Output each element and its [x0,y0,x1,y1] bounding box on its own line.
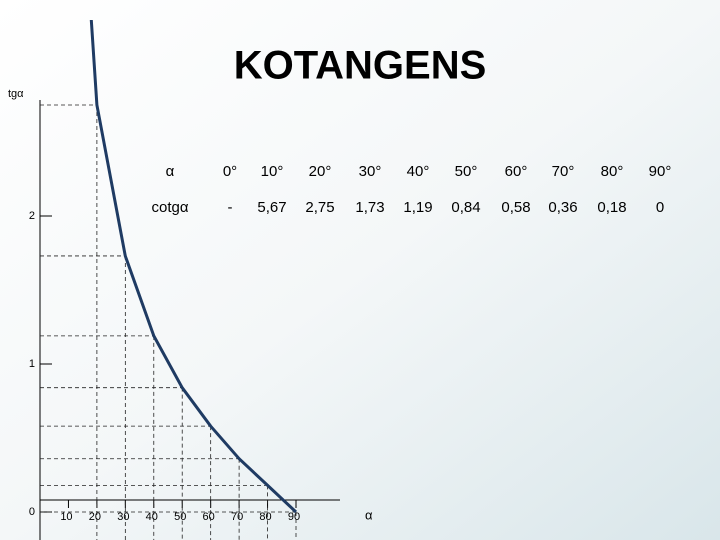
x-tick-label: 10 [60,511,72,523]
table-header-cell: 50° [455,163,478,180]
table-header-cell: 40° [407,163,430,180]
value-table: α 0° 10° 20° 30° 40° 50° 60° 70° 80° 90° cotgα - 5,67… [151,163,671,216]
table-cell: 0,36 [548,199,577,216]
table-cell: 0,84 [451,199,480,216]
table-header-cell: 20° [309,163,332,180]
table-cell: 5,67 [257,199,286,216]
x-tick-label: 60 [203,511,215,523]
y-tick-label: 2 [29,210,35,222]
y-tick-label: 0 [29,506,35,518]
table-header-cell: 10° [261,163,284,180]
plot-area [40,20,298,540]
x-tick-label: 50 [174,511,186,523]
y-axis-label: tgα [8,88,24,100]
x-tick-label: 40 [146,511,158,523]
table-header-cell: α [166,163,175,180]
chart-title: KOTANGENS [234,44,487,88]
table-cell: 2,75 [305,199,334,216]
table-cell: 0 [656,199,664,216]
y-tick-label: 1 [29,358,35,370]
table-header-cell: 70° [552,163,575,180]
table-header-cell: 60° [505,163,528,180]
x-tick-label: 30 [117,511,129,523]
x-tick-label: 20 [89,511,101,523]
table-cell: 1,19 [403,199,432,216]
x-tick-label: 80 [259,511,271,523]
table-cell: 0,18 [597,199,626,216]
table-cell: 0,58 [501,199,530,216]
x-tick-label: 90 [288,511,300,523]
table-header-cell: 90° [649,163,672,180]
x-tick-label: 70 [231,511,243,523]
table-header-cell: 80° [601,163,624,180]
table-header-cell: 0° [223,163,237,180]
table-cell: cotgα [151,199,188,216]
table-header-cell: 30° [359,163,382,180]
table-cell: - [228,199,233,216]
curve [89,20,298,514]
x-axis-label: α [365,507,373,522]
table-cell: 1,73 [355,199,384,216]
